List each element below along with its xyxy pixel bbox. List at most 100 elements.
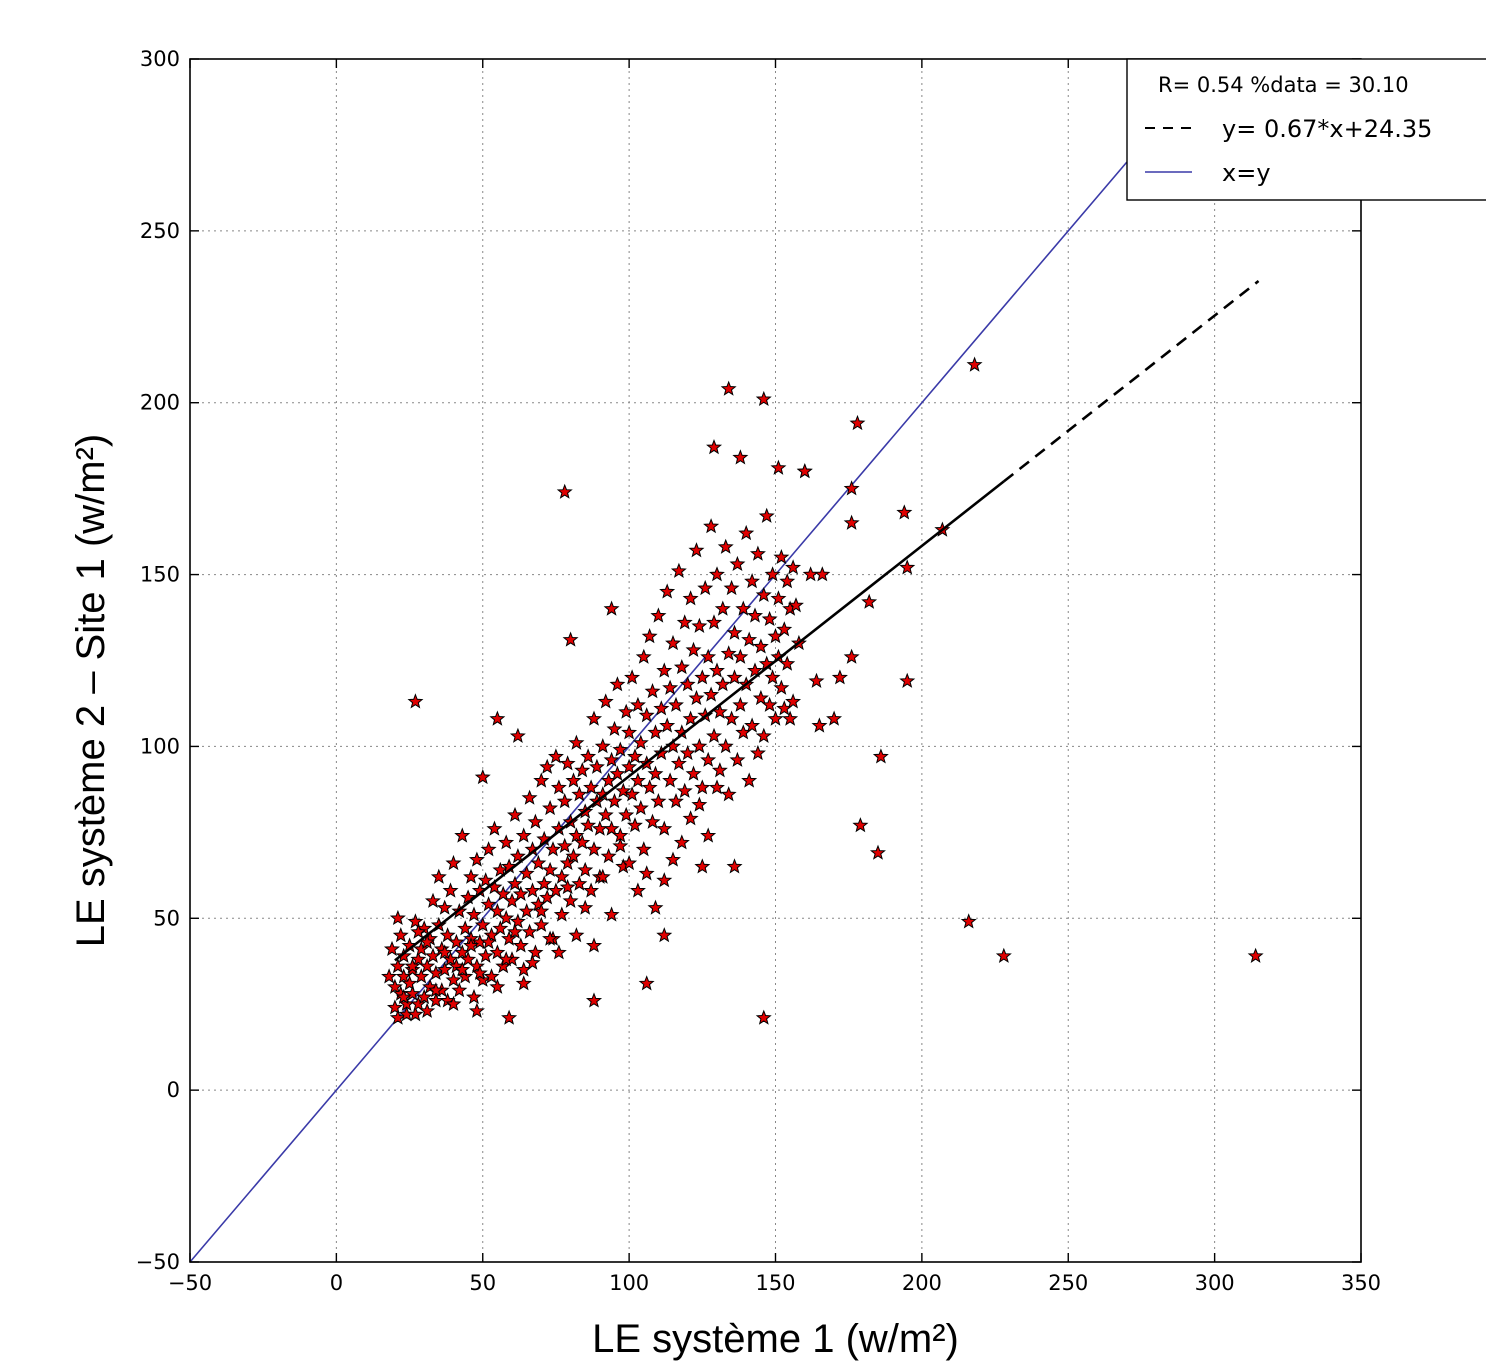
legend-header: R= 0.54 %data = 30.10	[1158, 73, 1409, 97]
data-point	[843, 480, 860, 496]
data-point	[445, 971, 462, 987]
data-point	[764, 669, 781, 685]
y-tick-label: 0	[167, 1078, 180, 1102]
data-point	[618, 806, 635, 822]
data-point	[714, 676, 731, 692]
legend-label-regression: y= 0.67*x+24.35	[1222, 115, 1432, 143]
data-point	[547, 748, 564, 764]
data-point	[498, 909, 515, 926]
data-point	[424, 892, 441, 908]
data-point	[530, 854, 547, 871]
data-point	[662, 679, 679, 695]
data-point	[726, 669, 743, 685]
data-point	[448, 933, 465, 950]
y-tick-label: 300	[140, 47, 180, 71]
data-point	[465, 988, 482, 1005]
data-point	[454, 961, 471, 977]
y-tick-label: −50	[136, 1250, 180, 1274]
data-point	[571, 875, 588, 891]
data-point	[732, 648, 749, 664]
data-point	[465, 906, 482, 922]
data-point	[445, 995, 462, 1012]
data-point	[670, 562, 687, 578]
data-point	[638, 865, 655, 881]
data-point	[477, 872, 494, 888]
data-point	[480, 896, 497, 912]
data-point	[708, 779, 725, 795]
data-point	[419, 957, 436, 974]
data-point	[714, 600, 731, 616]
data-point	[436, 961, 453, 977]
data-point	[826, 710, 843, 726]
data-point	[404, 958, 421, 974]
data-point	[747, 662, 764, 678]
data-point	[761, 610, 778, 627]
data-point	[580, 748, 597, 764]
data-point	[960, 913, 977, 929]
data-point	[735, 600, 752, 616]
data-point	[726, 624, 743, 640]
data-point	[849, 414, 866, 431]
data-point	[626, 817, 643, 833]
data-point	[521, 789, 538, 805]
data-point	[706, 727, 723, 743]
x-tick-label: 50	[469, 1271, 496, 1295]
data-point	[509, 913, 526, 929]
data-point	[685, 641, 702, 658]
data-point	[899, 559, 916, 575]
data-point	[673, 659, 690, 675]
data-point	[612, 837, 629, 853]
data-point	[580, 817, 597, 833]
data-point	[808, 672, 825, 688]
data-point	[673, 834, 690, 850]
data-point	[495, 885, 512, 902]
data-point	[559, 879, 576, 895]
data-point	[427, 992, 444, 1008]
data-point	[665, 634, 682, 651]
data-point	[436, 899, 453, 915]
data-point	[404, 985, 421, 1001]
data-point	[966, 356, 983, 372]
data-point	[386, 999, 403, 1015]
data-point	[767, 710, 784, 726]
data-point	[395, 947, 412, 963]
data-point	[752, 638, 769, 654]
data-point	[583, 882, 600, 898]
data-point	[626, 748, 643, 764]
data-point	[706, 614, 723, 630]
data-point	[536, 875, 553, 891]
data-point	[600, 847, 617, 864]
data-point	[515, 975, 532, 991]
data-point	[407, 1006, 424, 1022]
data-point	[468, 851, 485, 867]
data-point	[650, 607, 667, 623]
data-point	[574, 762, 591, 778]
data-point	[577, 899, 594, 915]
regression-line	[394, 280, 1260, 962]
data-point	[691, 737, 708, 754]
data-point	[492, 861, 509, 877]
data-point	[474, 916, 491, 932]
data-point	[785, 559, 802, 575]
data-point	[562, 631, 579, 647]
data-point	[594, 737, 611, 754]
data-point	[445, 854, 462, 871]
data-point	[676, 614, 693, 630]
y-tick-label: 200	[140, 391, 180, 415]
data-point	[454, 827, 471, 843]
data-point	[717, 737, 734, 754]
data-point	[726, 858, 743, 874]
data-point	[738, 524, 755, 541]
data-point	[641, 779, 658, 795]
data-point	[682, 590, 699, 606]
data-point	[691, 617, 708, 633]
data-point	[776, 621, 793, 637]
data-point	[761, 696, 778, 712]
data-point	[755, 1009, 772, 1025]
data-point	[512, 937, 529, 953]
data-point	[647, 724, 664, 740]
data-point	[389, 957, 406, 974]
data-point	[597, 806, 614, 822]
y-axis-ticks: −50 0 50 100 150 200 250 300	[136, 47, 1361, 1274]
